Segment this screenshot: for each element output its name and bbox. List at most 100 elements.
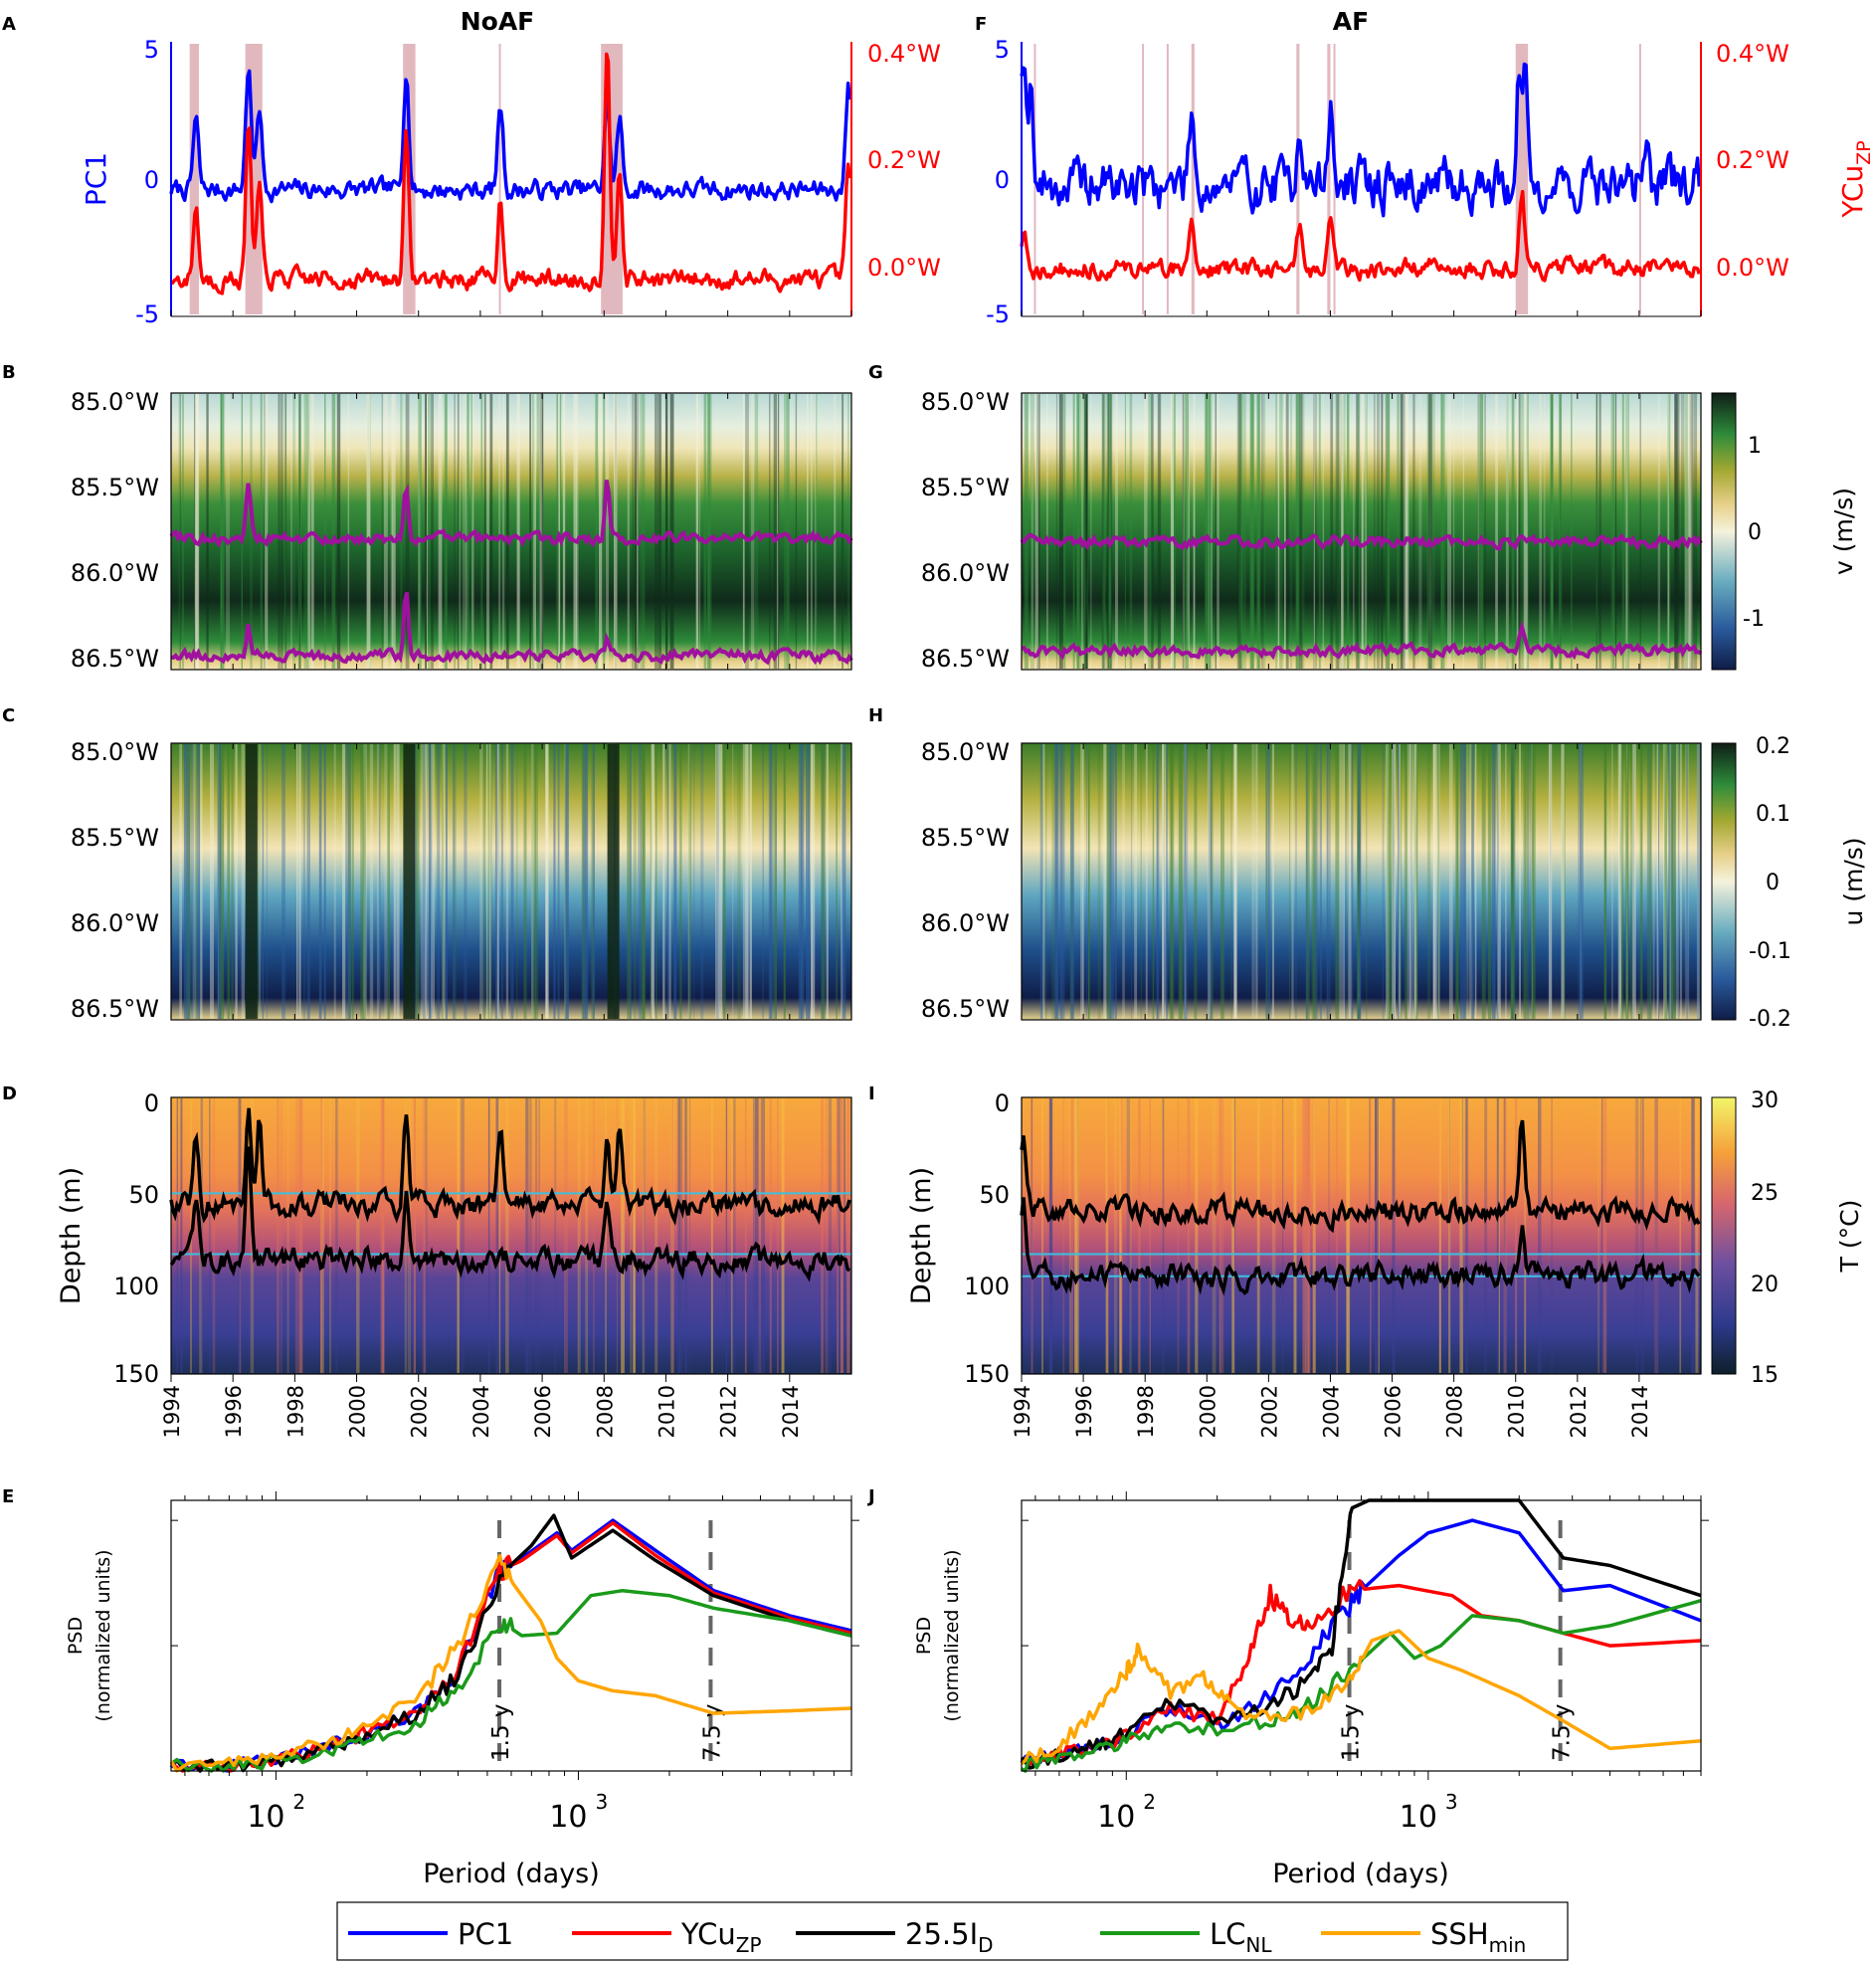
field-streak	[1580, 744, 1582, 1019]
field-streak	[1109, 744, 1112, 1019]
field-streak	[821, 744, 826, 1019]
field-streak	[1426, 744, 1431, 1019]
field-streak	[689, 1098, 691, 1373]
panel-g-year-ticks	[1021, 393, 1702, 670]
field-streak	[437, 744, 441, 1019]
field-streak	[416, 744, 420, 1019]
field-streak	[1031, 1098, 1033, 1373]
field-streak	[1464, 744, 1466, 1019]
field-streak	[1688, 394, 1692, 669]
field-streak	[286, 1098, 289, 1373]
field-streak	[226, 394, 230, 669]
panel-d-ytick: 100	[113, 1273, 159, 1300]
field-streak	[384, 744, 388, 1019]
field-streak	[1511, 744, 1513, 1019]
field-streak	[1306, 744, 1310, 1019]
panel-c-ytick: 85.5°W	[71, 824, 159, 852]
field-streak	[510, 744, 514, 1019]
field-streak	[1625, 394, 1629, 669]
field-streak	[323, 744, 326, 1019]
field-streak	[1672, 744, 1675, 1019]
panel-i-colorbar	[1711, 1096, 1737, 1375]
field-streak	[482, 744, 486, 1019]
panel-f-right-tick: 0.0°W	[1716, 254, 1789, 282]
field-streak	[1597, 1098, 1600, 1373]
field-streak	[1357, 744, 1362, 1019]
field-streak	[1463, 744, 1466, 1019]
panel-i-cbar-tick: 15	[1751, 1363, 1779, 1388]
field-streak	[1414, 744, 1415, 1019]
panel-h-ytick: 86.5°W	[921, 995, 1010, 1023]
field-streak	[290, 394, 292, 669]
panel-d-field	[171, 1097, 851, 1374]
field-streak	[1414, 744, 1417, 1019]
field-streak	[577, 1098, 579, 1373]
field-streak	[703, 394, 706, 669]
panel-c-field	[171, 743, 851, 1020]
series-line-ycu-zp	[1020, 189, 1701, 283]
panel-c-ytick: 86.0°W	[71, 909, 159, 937]
field-streak	[1210, 744, 1214, 1019]
field-streak	[1181, 744, 1184, 1019]
field-streak	[1140, 744, 1142, 1019]
field-streak	[297, 394, 301, 669]
field-streak	[257, 744, 261, 1019]
field-streak	[1302, 1098, 1307, 1373]
field-streak	[250, 394, 253, 669]
field-streak	[1448, 1098, 1450, 1373]
field-streak	[1326, 744, 1331, 1019]
year-tick-label: 1994	[1011, 1385, 1034, 1438]
field-streak	[1464, 1098, 1468, 1373]
field-streak	[1295, 394, 1299, 669]
spectrum-line-ssh-min	[169, 1553, 852, 1773]
log-tick-label: 10	[247, 1800, 284, 1835]
field-streak	[1511, 394, 1515, 669]
field-streak	[1466, 744, 1468, 1019]
field-streak	[655, 394, 658, 669]
field-streak	[347, 394, 350, 669]
field-streak	[684, 1098, 687, 1373]
field-streak	[1515, 1098, 1518, 1373]
field-streak	[800, 744, 805, 1019]
field-streak	[192, 744, 197, 1019]
field-streak	[745, 744, 749, 1019]
field-streak	[198, 744, 201, 1019]
field-streak	[1236, 394, 1241, 669]
field-streak	[1560, 394, 1562, 669]
field-streak	[1295, 394, 1300, 669]
field-streak	[1438, 1098, 1441, 1373]
field-streak	[1335, 394, 1340, 669]
field-streak	[1418, 394, 1422, 669]
field-streak	[842, 744, 846, 1019]
field-streak	[1652, 744, 1655, 1019]
field-streak	[1407, 744, 1411, 1019]
field-streak	[1148, 394, 1153, 669]
field-streak	[298, 394, 300, 669]
log-tick-exponent: 3	[595, 1790, 608, 1814]
field-streak	[200, 744, 203, 1019]
field-streak	[1404, 394, 1407, 669]
year-tick-label: 2014	[779, 1385, 803, 1438]
panel-h-frame	[1021, 742, 1702, 1021]
field-streak	[1358, 394, 1361, 669]
panel-j-ylabel-2: (normalized units)	[941, 1549, 963, 1721]
field-streak	[307, 394, 310, 669]
field-streak	[553, 744, 556, 1019]
field-streak	[1195, 1098, 1199, 1373]
field-streak	[1044, 744, 1047, 1019]
field-streak	[710, 1098, 713, 1373]
field-streak	[1346, 1098, 1351, 1373]
field-streak	[1134, 744, 1138, 1019]
field-streak	[1497, 744, 1501, 1019]
field-streak	[1680, 394, 1685, 669]
field-streak	[1063, 394, 1066, 669]
field-streak	[1437, 744, 1440, 1019]
field-streak	[751, 394, 755, 669]
field-streak	[695, 394, 699, 669]
log-tick-exponent: 2	[1143, 1790, 1156, 1814]
field-streak	[630, 744, 632, 1019]
field-streak	[1684, 394, 1689, 669]
field-streak	[1459, 744, 1464, 1019]
field-streak	[1398, 744, 1401, 1019]
field-streak	[1366, 744, 1368, 1019]
